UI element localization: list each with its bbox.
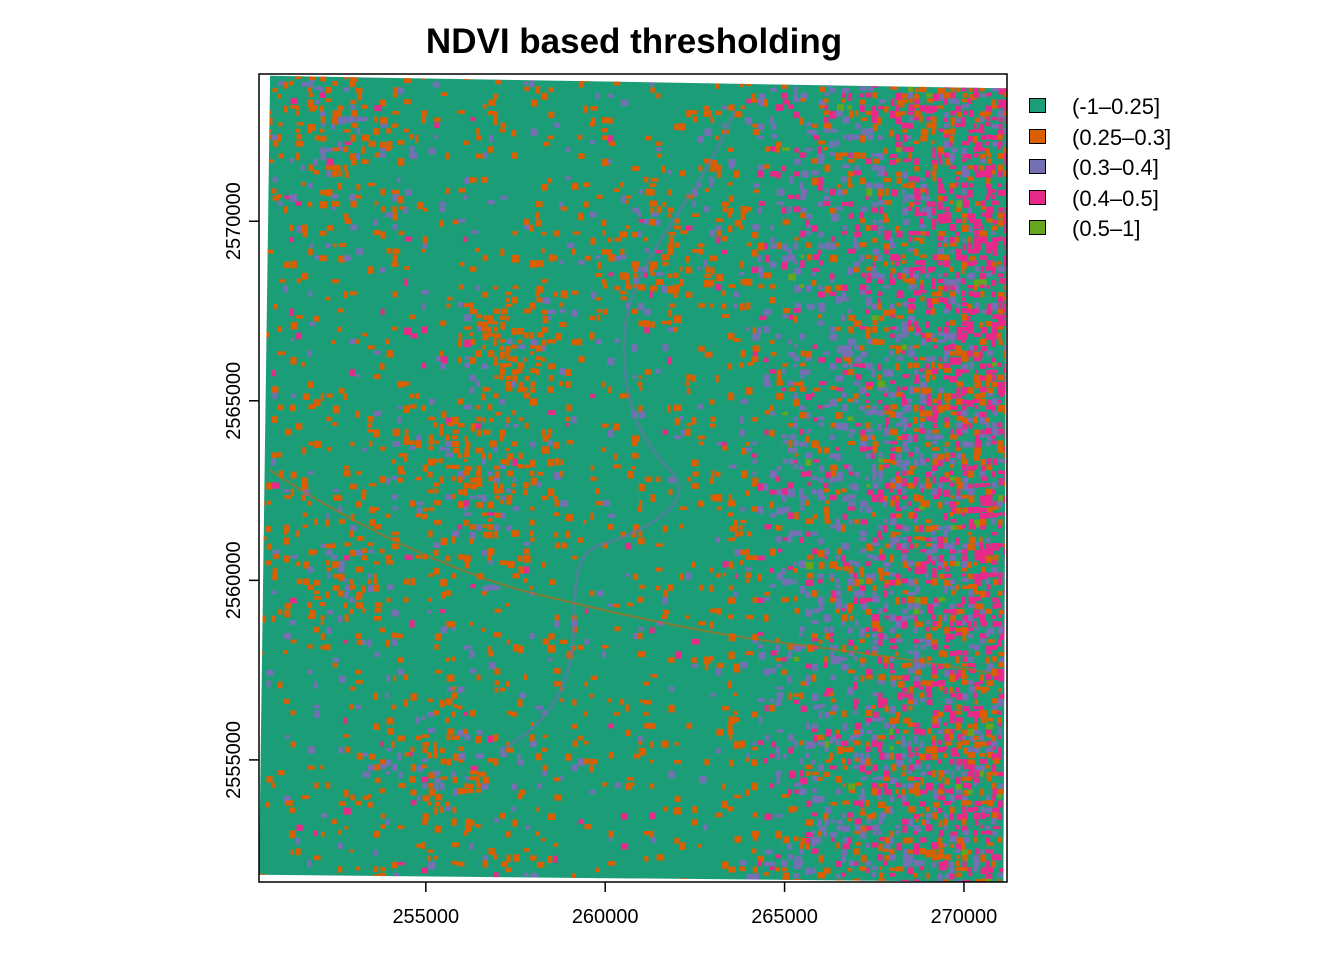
y-axis: 2555000 2560000 2565000 2570000 bbox=[223, 182, 259, 799]
legend-label: (0.4–0.5] bbox=[1072, 185, 1159, 211]
legend-label: (-1–0.25] bbox=[1072, 94, 1161, 119]
ndvi-raster bbox=[259, 75, 1007, 883]
x-tick-label: 255000 bbox=[392, 906, 459, 928]
x-tick-label: 265000 bbox=[751, 906, 818, 928]
legend-swatch bbox=[1029, 98, 1046, 113]
legend-swatch bbox=[1029, 189, 1046, 205]
plot-frame bbox=[258, 73, 1008, 883]
chart-title: NDVI based thresholding bbox=[425, 22, 843, 61]
legend-swatch bbox=[1029, 128, 1046, 144]
y-tick-label: 2555000 bbox=[223, 721, 245, 799]
y-tick-label: 2570000 bbox=[223, 182, 245, 260]
y-tick-label: 2565000 bbox=[223, 362, 245, 440]
legend-swatch bbox=[1029, 220, 1046, 235]
legend-swatch bbox=[1029, 159, 1046, 174]
y-tick-label: 2560000 bbox=[223, 541, 245, 619]
x-tick-label: 270000 bbox=[931, 906, 998, 928]
x-tick-label: 260000 bbox=[572, 906, 639, 928]
legend-label: (0.25–0.3] bbox=[1072, 124, 1172, 150]
x-axis: 255000 260000 265000 270000 bbox=[392, 882, 997, 928]
legend-label: (0.3–0.4] bbox=[1072, 155, 1159, 180]
legend-label: (0.5–1] bbox=[1072, 216, 1141, 241]
linear-features bbox=[269, 109, 1001, 752]
